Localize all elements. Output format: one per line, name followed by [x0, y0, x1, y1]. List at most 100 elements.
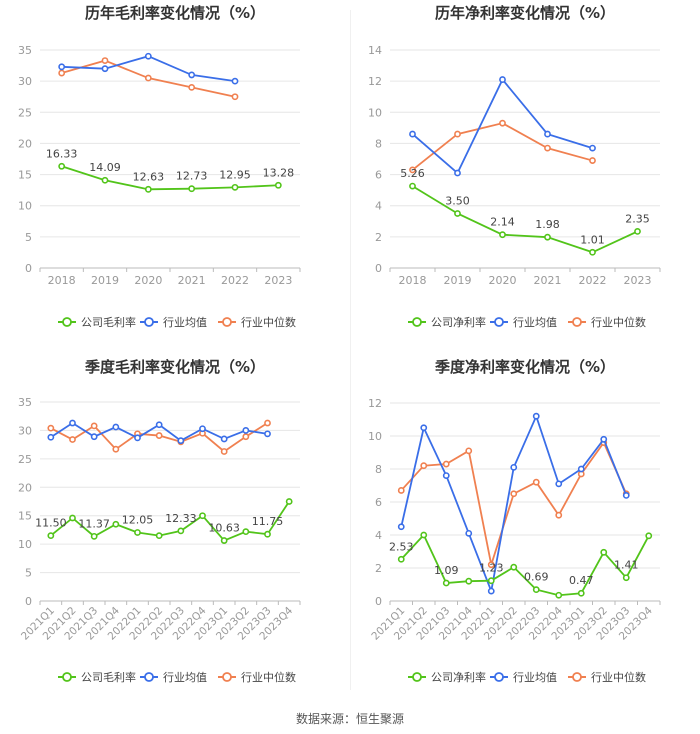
data-point-company[interactable] — [188, 185, 196, 193]
data-point-median[interactable] — [101, 57, 109, 64]
legend-item-company[interactable]: 公司净利率 — [408, 670, 486, 684]
data-point-median[interactable] — [420, 462, 428, 470]
data-point-average[interactable] — [510, 463, 518, 471]
data-point-median[interactable] — [510, 490, 518, 498]
data-point-average[interactable] — [134, 434, 141, 442]
data-point-company[interactable] — [397, 555, 405, 563]
data-point-company[interactable] — [487, 577, 495, 585]
data-point-average[interactable] — [242, 427, 250, 434]
data-point-company[interactable] — [577, 589, 585, 597]
data-point-median[interactable] — [555, 511, 563, 519]
data-point-average[interactable] — [420, 424, 428, 432]
data-point-average[interactable] — [90, 433, 98, 441]
legend-item-company[interactable]: 公司毛利率 — [58, 670, 136, 684]
data-point-median[interactable] — [487, 561, 495, 569]
data-point-company[interactable] — [634, 228, 641, 235]
data-point-average[interactable] — [220, 435, 228, 443]
data-point-median[interactable] — [532, 478, 540, 486]
data-point-median[interactable] — [90, 422, 98, 430]
data-point-median[interactable] — [155, 432, 163, 439]
data-point-company[interactable] — [645, 532, 653, 540]
data-point-average[interactable] — [409, 130, 416, 138]
data-point-company[interactable] — [134, 529, 141, 536]
data-point-average[interactable] — [487, 587, 495, 595]
data-point-median[interactable] — [264, 419, 271, 427]
data-point-average[interactable] — [199, 425, 206, 433]
data-point-median[interactable] — [231, 93, 239, 101]
legend-item-average[interactable]: 行业均值 — [140, 671, 207, 684]
data-point-median[interactable] — [144, 74, 152, 82]
data-point-company[interactable] — [177, 527, 185, 535]
data-point-company[interactable] — [532, 586, 540, 594]
data-point-median[interactable] — [69, 436, 76, 443]
data-point-company[interactable] — [199, 512, 206, 520]
data-point-average[interactable] — [69, 419, 76, 427]
data-point-median[interactable] — [442, 460, 450, 468]
data-point-company[interactable] — [220, 537, 228, 544]
data-point-average[interactable] — [577, 465, 585, 473]
data-point-average[interactable] — [177, 437, 185, 445]
data-point-median[interactable] — [589, 157, 596, 164]
data-point-median[interactable] — [454, 130, 461, 138]
data-point-average[interactable] — [544, 130, 551, 138]
data-point-company[interactable] — [90, 532, 98, 540]
legend-item-company[interactable]: 公司毛利率 — [58, 315, 136, 329]
data-point-company[interactable] — [600, 548, 608, 556]
data-point-company[interactable] — [454, 210, 461, 217]
data-point-median[interactable] — [220, 448, 228, 455]
data-point-company[interactable] — [499, 231, 506, 239]
data-point-company[interactable] — [442, 579, 450, 587]
data-point-company[interactable] — [409, 182, 416, 190]
data-point-company[interactable] — [155, 532, 163, 540]
data-point-company[interactable] — [420, 531, 428, 539]
data-point-median[interactable] — [112, 445, 120, 453]
data-point-average[interactable] — [397, 523, 405, 531]
data-point-average[interactable] — [47, 433, 55, 441]
data-point-average[interactable] — [442, 472, 450, 479]
data-point-average[interactable] — [465, 529, 473, 537]
legend-item-median[interactable]: 行业中位数 — [218, 315, 296, 329]
data-point-company[interactable] — [69, 514, 76, 522]
data-point-average[interactable] — [188, 71, 196, 79]
data-point-median[interactable] — [499, 119, 506, 127]
legend-item-average[interactable]: 行业均值 — [490, 316, 557, 329]
data-point-company[interactable] — [510, 563, 518, 571]
data-point-median[interactable] — [242, 433, 250, 441]
legend-item-median[interactable]: 行业中位数 — [218, 670, 296, 684]
legend-item-average[interactable]: 行业均值 — [490, 671, 557, 684]
legend-item-median[interactable]: 行业中位数 — [568, 670, 646, 684]
data-point-company[interactable] — [274, 181, 282, 189]
data-point-company[interactable] — [465, 577, 473, 585]
data-point-average[interactable] — [58, 63, 66, 71]
data-point-average[interactable] — [112, 423, 120, 431]
data-point-company[interactable] — [112, 520, 120, 528]
data-point-average[interactable] — [555, 480, 563, 488]
legend-item-company[interactable]: 公司净利率 — [408, 315, 486, 329]
data-point-average[interactable] — [231, 77, 239, 85]
data-point-company[interactable] — [622, 574, 630, 582]
data-point-average[interactable] — [454, 169, 461, 177]
data-point-median[interactable] — [409, 166, 416, 174]
data-point-median[interactable] — [544, 144, 551, 152]
data-point-average[interactable] — [144, 52, 152, 60]
data-point-company[interactable] — [555, 591, 563, 599]
data-point-company[interactable] — [231, 183, 239, 191]
legend-item-average[interactable]: 行业均值 — [140, 316, 207, 329]
data-point-average[interactable] — [589, 144, 596, 152]
data-point-median[interactable] — [47, 424, 55, 432]
data-point-company[interactable] — [264, 530, 271, 538]
data-point-average[interactable] — [101, 65, 109, 73]
data-point-company[interactable] — [242, 528, 250, 536]
data-point-average[interactable] — [499, 76, 506, 83]
data-point-median[interactable] — [188, 83, 196, 91]
data-point-company[interactable] — [285, 498, 293, 505]
data-point-company[interactable] — [544, 233, 551, 241]
data-point-median[interactable] — [58, 69, 66, 77]
data-point-company[interactable] — [47, 532, 55, 540]
legend-item-median[interactable]: 行业中位数 — [568, 315, 646, 329]
data-point-median[interactable] — [465, 447, 473, 455]
data-point-median[interactable] — [397, 487, 405, 494]
data-point-average[interactable] — [600, 435, 608, 443]
data-point-company[interactable] — [144, 185, 152, 193]
data-point-company[interactable] — [589, 248, 596, 256]
